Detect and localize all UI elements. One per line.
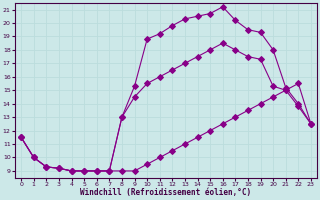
X-axis label: Windchill (Refroidissement éolien,°C): Windchill (Refroidissement éolien,°C) [80, 188, 252, 197]
